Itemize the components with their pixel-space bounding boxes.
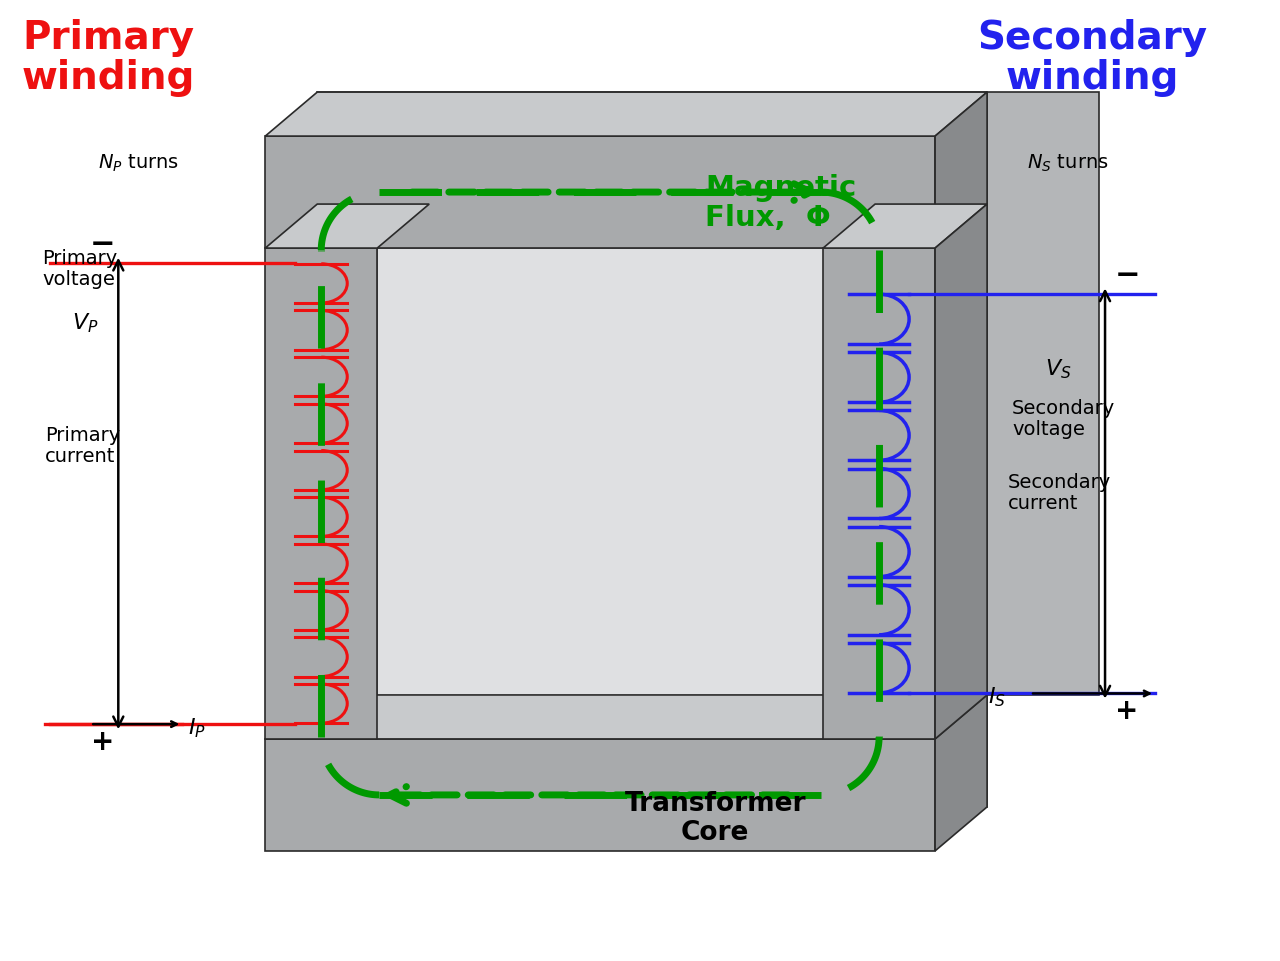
Polygon shape (936, 695, 987, 850)
Polygon shape (823, 248, 936, 739)
Text: −: − (90, 231, 115, 259)
Text: $N_S$ turns: $N_S$ turns (1028, 153, 1108, 174)
Text: Primary
current: Primary current (45, 427, 120, 466)
Text: $V_S$: $V_S$ (1044, 357, 1071, 381)
Text: +: + (91, 728, 114, 756)
Polygon shape (378, 248, 823, 739)
Polygon shape (265, 204, 429, 248)
Polygon shape (936, 92, 987, 248)
Polygon shape (265, 695, 987, 739)
Text: Primary
winding: Primary winding (22, 19, 195, 97)
Text: +: + (1115, 698, 1138, 726)
Polygon shape (265, 739, 936, 850)
Text: −: − (1115, 261, 1140, 290)
Text: $N_P$ turns: $N_P$ turns (97, 153, 179, 174)
Text: $I_S$: $I_S$ (988, 685, 1006, 709)
Text: Secondary
current: Secondary current (1009, 473, 1111, 513)
Text: Magnetic
Flux,  Φ: Magnetic Flux, Φ (705, 174, 856, 233)
Text: $I_P$: $I_P$ (188, 716, 206, 740)
Polygon shape (317, 695, 987, 807)
Text: Transformer
Core: Transformer Core (625, 792, 806, 847)
Polygon shape (987, 92, 1100, 695)
Polygon shape (265, 136, 936, 248)
Text: Secondary
winding: Secondary winding (977, 19, 1207, 97)
Text: Secondary
voltage: Secondary voltage (1012, 399, 1115, 439)
Polygon shape (317, 92, 987, 204)
Text: Primary
voltage: Primary voltage (42, 249, 118, 289)
Polygon shape (823, 204, 987, 248)
Polygon shape (265, 92, 987, 136)
Text: $V_P$: $V_P$ (72, 311, 99, 334)
Polygon shape (265, 248, 378, 739)
Polygon shape (936, 204, 987, 739)
